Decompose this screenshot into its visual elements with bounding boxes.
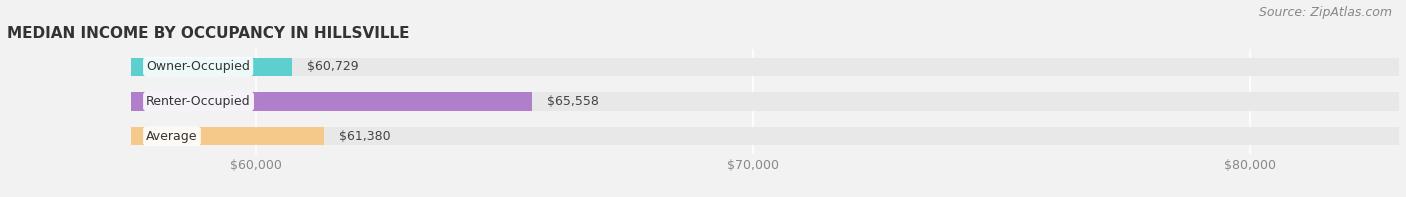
Bar [131,58,1399,76]
Bar [131,92,1399,111]
Text: $61,380: $61,380 [339,130,391,143]
Bar [131,127,325,145]
Bar [131,92,531,111]
Text: $60,729: $60,729 [307,60,359,73]
Text: Source: ZipAtlas.com: Source: ZipAtlas.com [1258,6,1392,19]
Text: Renter-Occupied: Renter-Occupied [146,95,250,108]
Text: $65,558: $65,558 [547,95,599,108]
Bar [131,58,292,76]
Text: Average: Average [146,130,198,143]
Text: MEDIAN INCOME BY OCCUPANCY IN HILLSVILLE: MEDIAN INCOME BY OCCUPANCY IN HILLSVILLE [7,26,409,41]
Text: Owner-Occupied: Owner-Occupied [146,60,250,73]
Bar [131,127,1399,145]
